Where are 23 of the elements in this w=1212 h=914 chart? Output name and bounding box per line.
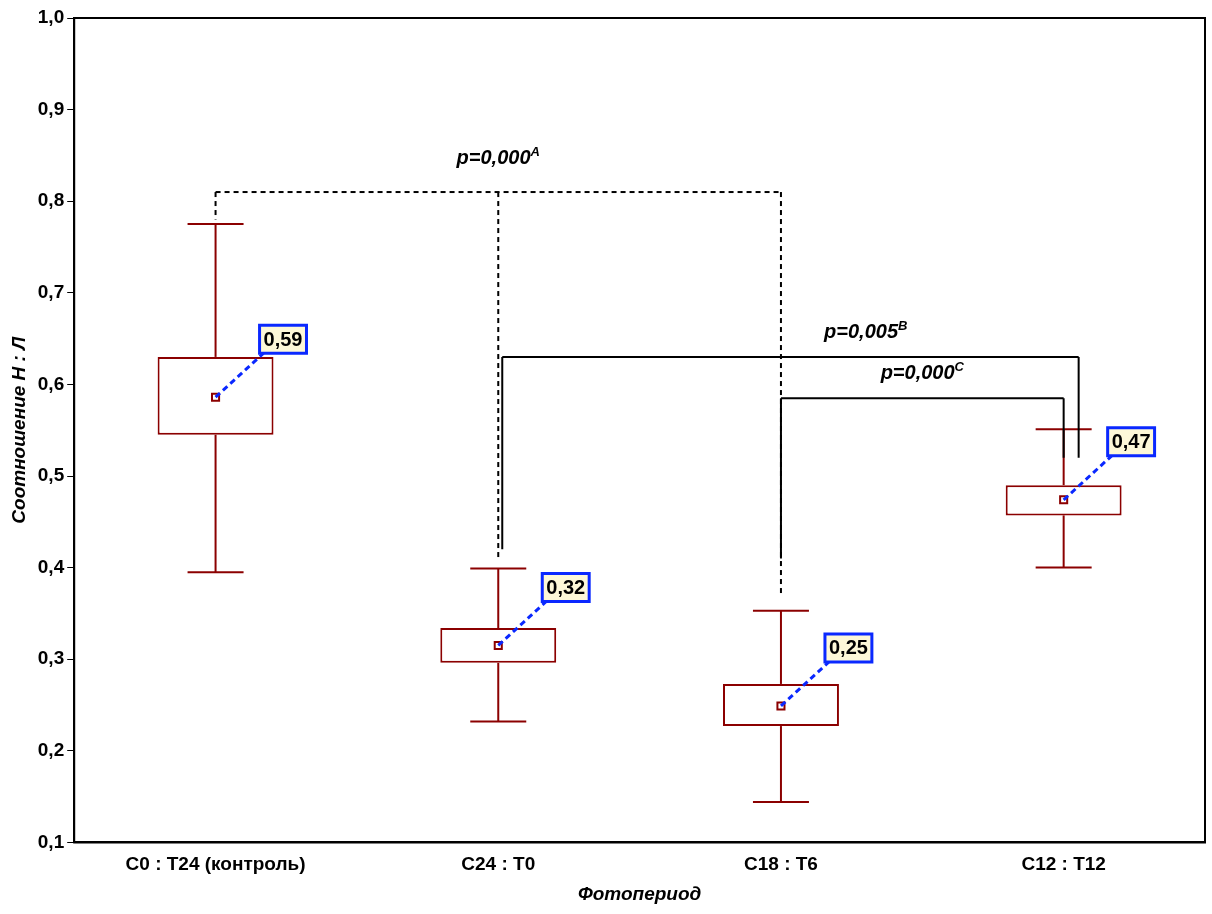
y-tick-label: 0,2 — [37, 739, 65, 761]
y-tick-label: 0,4 — [37, 555, 65, 577]
y-tick-label: 0,1 — [37, 830, 65, 852]
y-axis-title: Соотношение Н : Л — [7, 335, 29, 524]
x-tick-label: C0 : T24 (контроль) — [125, 853, 306, 875]
y-tick-label: 0,6 — [37, 372, 65, 394]
y-tick-label: 0,9 — [37, 97, 65, 119]
text: 0,25 — [828, 636, 868, 659]
annotation: p=0,000$^{A}$ — [456, 144, 540, 170]
y-tick-label: 0,3 — [37, 647, 65, 669]
x-axis-title: Фотопериод — [577, 882, 702, 904]
y-tick-label: 0,7 — [37, 281, 65, 303]
y-tick-label: 0,5 — [37, 464, 65, 486]
x-tick-label: C12 : T12 — [1021, 853, 1106, 875]
annotation: p=0,005$^{B}$ — [824, 318, 908, 344]
text: 0,32 — [546, 575, 586, 598]
y-tick-label: 1,0 — [37, 6, 65, 28]
y-tick-label: 0,8 — [37, 189, 65, 211]
annotation: p=0,000$^{C}$ — [880, 359, 964, 385]
x-tick-label: C24 : T0 — [461, 853, 536, 875]
text: 0,47 — [1111, 430, 1151, 453]
x-tick-label: C18 : T6 — [743, 853, 818, 875]
text: 0,59 — [263, 327, 303, 350]
